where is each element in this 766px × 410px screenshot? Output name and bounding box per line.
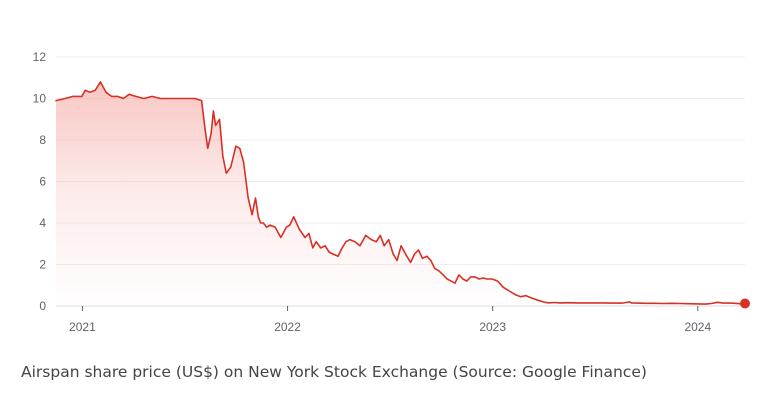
x-axis-ticks: 2021 2022 2023 2024 [69, 306, 711, 334]
y-tick-label: 12 [33, 50, 47, 64]
price-area-fill [56, 81, 745, 307]
x-tick-label: 2023 [479, 320, 506, 334]
x-tick-label: 2022 [274, 320, 301, 334]
y-tick-label: 10 [33, 92, 47, 106]
latest-price-marker [740, 298, 750, 309]
share-price-chart: 0 2 4 6 8 10 12 2021 2022 2023 2024 [33, 50, 750, 334]
y-tick-label: 2 [39, 258, 46, 272]
x-tick-label: 2021 [69, 320, 96, 334]
y-tick-label: 0 [39, 299, 46, 313]
y-axis-tick-labels: 0 2 4 6 8 10 12 [33, 50, 47, 313]
price-line [55, 81, 746, 305]
chart-caption: Airspan share price (US$) on New York St… [21, 363, 647, 381]
x-tick-label: 2024 [684, 320, 711, 334]
price-series [55, 81, 750, 309]
y-tick-label: 6 [39, 175, 46, 189]
y-tick-label: 8 [39, 133, 46, 147]
y-tick-label: 4 [39, 216, 46, 230]
